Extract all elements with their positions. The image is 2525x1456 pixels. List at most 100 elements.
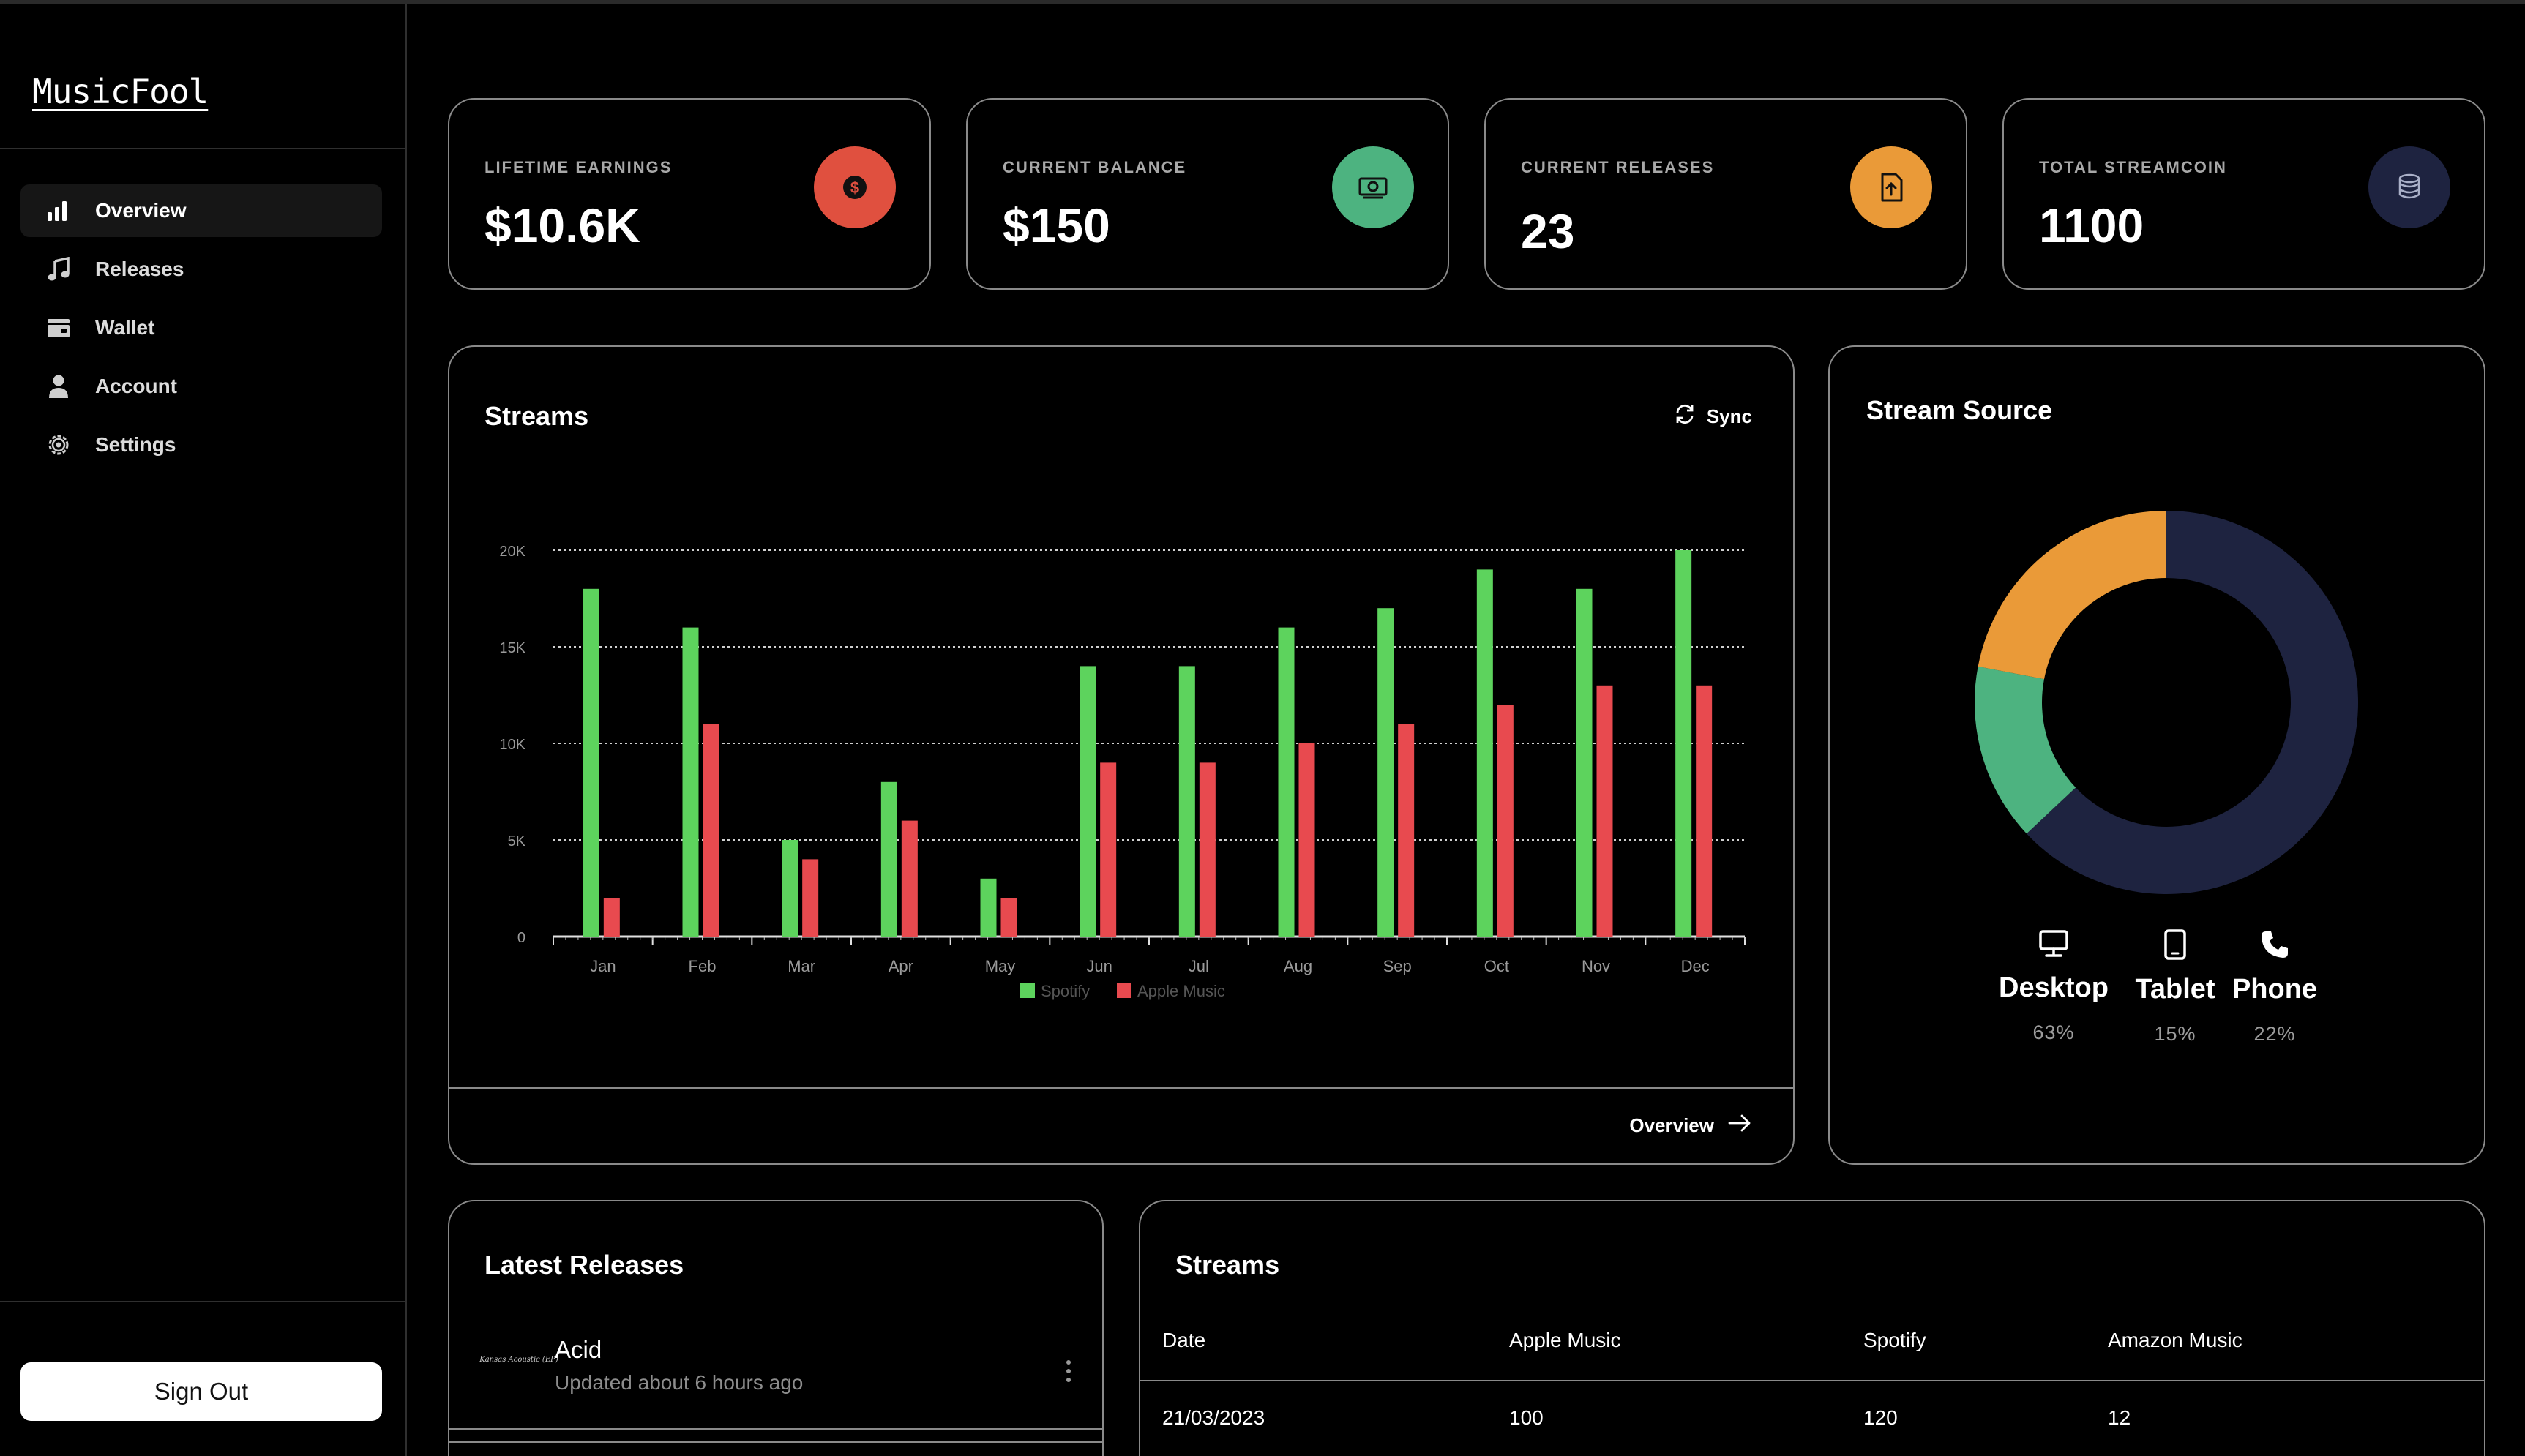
coins-icon	[2368, 146, 2450, 228]
bar-spotify	[880, 781, 897, 937]
legend-swatch	[1020, 983, 1035, 998]
x-tick-label: Feb	[689, 957, 717, 975]
sync-label: Sync	[1706, 405, 1752, 427]
music-note-icon	[44, 255, 73, 284]
x-tick-label: Mar	[788, 957, 815, 975]
phone-icon	[2259, 931, 2290, 963]
bar-spotify	[583, 588, 599, 937]
panel-title: Latest Releases	[485, 1250, 684, 1280]
stat-card-total-streamcoin: TOTAL STREAMCOIN 1100	[2002, 98, 2485, 290]
source-percent: 63%	[2032, 1021, 2075, 1043]
dollar-icon: $	[814, 146, 896, 228]
x-tick-label: Apr	[889, 957, 913, 975]
stat-value: $10.6K	[485, 198, 640, 252]
bar-spotify	[1278, 627, 1295, 937]
legend-label: Spotify	[1041, 982, 1090, 1000]
y-tick-label: 0	[517, 930, 525, 946]
stat-label: LIFETIME EARNINGS	[485, 158, 673, 176]
y-tick-label: 10K	[499, 737, 525, 753]
source-percent: 22%	[2253, 1023, 2296, 1045]
source-name: Desktop	[1999, 972, 2109, 1003]
sidebar-item-overview[interactable]: Overview	[20, 184, 382, 237]
gear-icon	[44, 430, 73, 459]
bar-apple-music	[603, 898, 620, 937]
column-header-date[interactable]: Date	[1162, 1329, 1206, 1351]
panel-title: Stream Source	[1866, 395, 2053, 425]
streams-bar-chart: 0 5K 10K 15K 20K Jan Feb Mar Apr May Jun Jul Aug Sep O…	[499, 544, 1746, 1000]
sidebar-item-account[interactable]: Account	[20, 360, 382, 413]
sidebar-item-releases[interactable]: Releases	[20, 243, 382, 296]
overview-link[interactable]: Overview	[1629, 1113, 1752, 1138]
source-percent: 15%	[2154, 1023, 2196, 1045]
sidebar-item-label: Overview	[95, 199, 187, 222]
list-item[interactable]: Kansas Acoustic (EP) Acid Updated about …	[449, 1326, 1102, 1430]
panel-footer-divider	[449, 1087, 1793, 1089]
stat-value: $150	[1003, 198, 1110, 252]
x-tick-label: Aug	[1284, 957, 1312, 975]
bar-apple-music	[1696, 685, 1713, 937]
bar-spotify	[682, 627, 699, 937]
sidebar: MusicFool Overview Releases Wallet Accou…	[0, 4, 407, 1456]
x-tick-label: Nov	[1582, 957, 1610, 975]
source-desktop: Desktop 63%	[1995, 929, 2112, 1044]
sidebar-item-wallet[interactable]: Wallet	[20, 301, 382, 354]
svg-text:$: $	[850, 179, 859, 197]
bar-spotify	[782, 840, 798, 937]
refresh-icon	[1673, 402, 1697, 431]
money-icon	[1332, 146, 1414, 228]
sidebar-item-settings[interactable]: Settings	[20, 419, 382, 471]
desktop-icon	[2038, 930, 2070, 961]
donut-slice-desktop	[2027, 511, 2358, 894]
latest-releases-panel: Latest Releases Kansas Acoustic (EP) Aci…	[448, 1200, 1104, 1456]
release-title: Acid	[555, 1336, 602, 1363]
x-tick-label: Jun	[1086, 957, 1112, 975]
column-header-spotify[interactable]: Spotify	[1863, 1329, 1926, 1351]
app-logo[interactable]: MusicFool	[32, 72, 209, 111]
bar-spotify	[1178, 666, 1195, 937]
bar-apple-music	[1596, 685, 1613, 937]
y-tick-label: 5K	[508, 833, 526, 849]
more-options-icon[interactable]	[1064, 1356, 1073, 1386]
arrow-right-icon	[1727, 1113, 1752, 1138]
bar-apple-music	[1000, 898, 1017, 937]
sidebar-item-label: Wallet	[95, 316, 155, 339]
table-cell-amazon-music: 12	[2108, 1406, 2131, 1429]
x-tick-label: Sep	[1383, 957, 1412, 975]
stat-card-current-releases: CURRENT RELEASES 23	[1484, 98, 1967, 290]
donut-slice-phone	[1978, 511, 2166, 680]
source-name: Tablet	[2135, 974, 2215, 1005]
bar-chart-icon	[44, 196, 73, 225]
stream-source-panel: Stream Source	[1828, 345, 2485, 1165]
stream-source-donut-chart	[1975, 511, 2358, 894]
bar-spotify	[1080, 666, 1096, 937]
source-tablet: Tablet 15%	[2124, 929, 2226, 1046]
sign-out-button[interactable]: Sign Out	[20, 1362, 382, 1421]
bar-apple-music	[1199, 762, 1216, 937]
x-tick-label: May	[985, 957, 1016, 975]
list-divider	[449, 1441, 1102, 1443]
bar-apple-music	[901, 820, 918, 937]
table-cell-spotify: 120	[1863, 1406, 1898, 1429]
tablet-icon	[2163, 929, 2188, 963]
x-tick-label: Dec	[1681, 957, 1710, 975]
legend-swatch	[1117, 983, 1131, 998]
bar-apple-music	[703, 724, 719, 937]
x-tick-label: Oct	[1484, 957, 1509, 975]
y-tick-label: 15K	[499, 640, 525, 656]
sync-button[interactable]: Sync	[1673, 402, 1752, 431]
stat-value: 1100	[2039, 198, 2144, 252]
table-cell-date: 21/03/2023	[1162, 1406, 1265, 1429]
panel-title: Streams	[1175, 1250, 1280, 1280]
table-cell-apple-music: 100	[1509, 1406, 1544, 1429]
panel-title: Streams	[485, 401, 589, 431]
file-upload-icon	[1850, 146, 1932, 228]
stat-label: CURRENT BALANCE	[1003, 158, 1187, 176]
x-tick-label: Jul	[1189, 957, 1209, 975]
bar-apple-music	[1497, 705, 1514, 937]
source-name: Phone	[2232, 974, 2318, 1005]
column-header-apple-music[interactable]: Apple Music	[1509, 1329, 1621, 1351]
column-header-amazon-music[interactable]: Amazon Music	[2108, 1329, 2242, 1351]
sidebar-item-label: Releases	[95, 258, 184, 280]
overview-link-label: Overview	[1629, 1114, 1714, 1136]
user-icon	[44, 372, 73, 401]
